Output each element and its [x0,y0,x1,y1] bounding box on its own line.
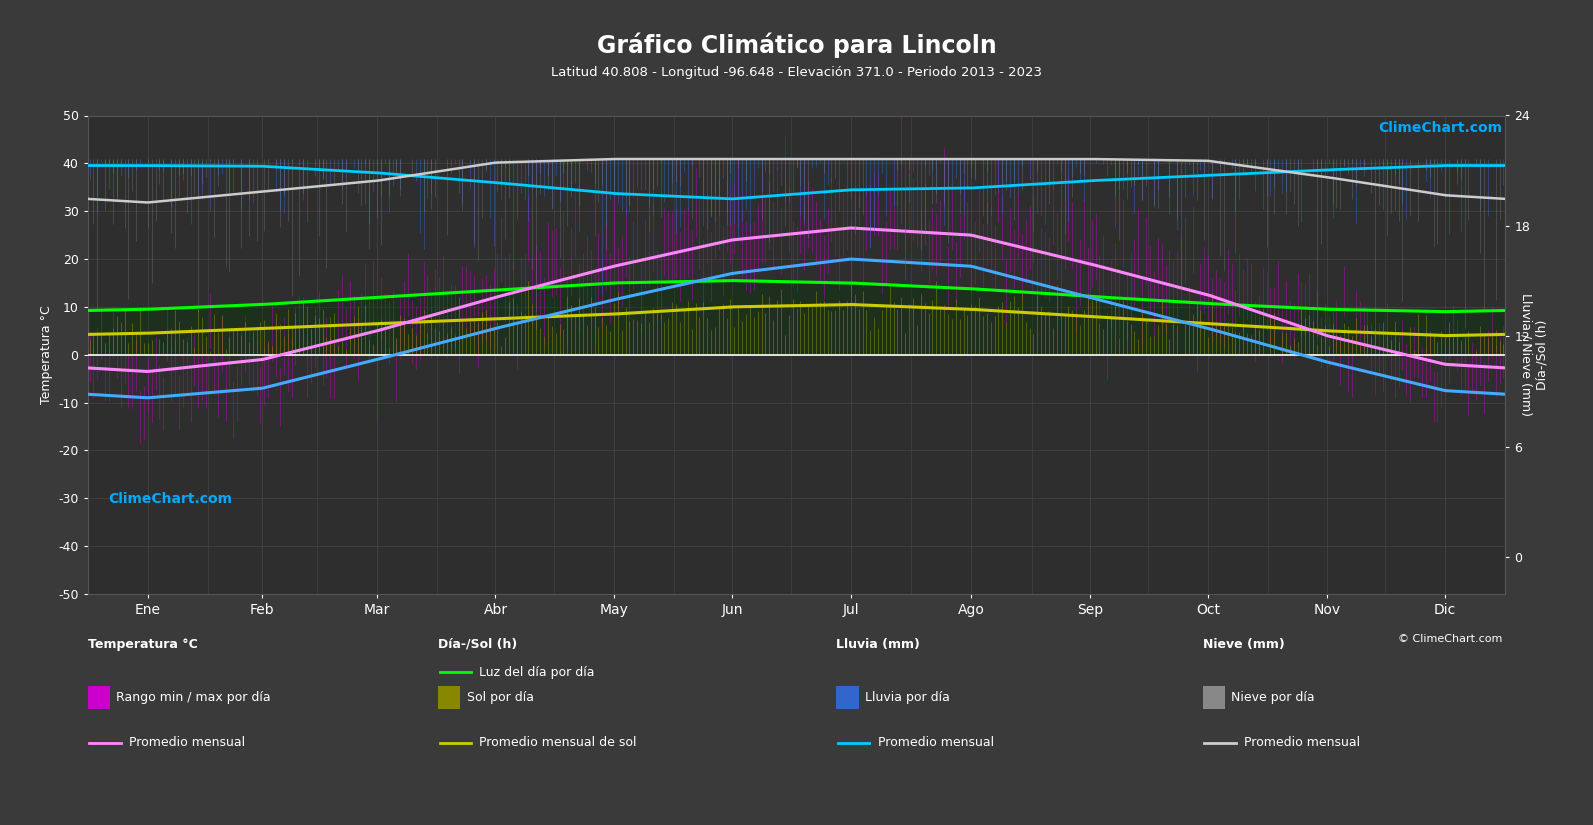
Text: © ClimeChart.com: © ClimeChart.com [1397,634,1502,644]
Text: Gráfico Climático para Lincoln: Gráfico Climático para Lincoln [597,33,996,58]
Text: Latitud 40.808 - Longitud -96.648 - Elevación 371.0 - Periodo 2013 - 2023: Latitud 40.808 - Longitud -96.648 - Elev… [551,66,1042,79]
Y-axis label: Día-/Sol (h): Día-/Sol (h) [1536,319,1548,390]
Text: Lluvia / Nieve (mm): Lluvia / Nieve (mm) [1520,293,1532,417]
Text: ClimeChart.com: ClimeChart.com [108,493,233,506]
Text: Nieve por día: Nieve por día [1231,691,1314,704]
Text: Promedio mensual: Promedio mensual [1244,736,1360,749]
Text: Promedio mensual: Promedio mensual [878,736,994,749]
Text: Promedio mensual: Promedio mensual [129,736,245,749]
Text: Rango min / max por día: Rango min / max por día [116,691,271,704]
Text: Día-/Sol (h): Día-/Sol (h) [438,638,518,651]
Text: ClimeChart.com: ClimeChart.com [1378,121,1502,134]
Text: Sol por día: Sol por día [467,691,534,704]
Y-axis label: Temperatura °C: Temperatura °C [40,305,53,404]
Text: Lluvia por día: Lluvia por día [865,691,949,704]
Text: Nieve (mm): Nieve (mm) [1203,638,1284,651]
Text: Temperatura °C: Temperatura °C [88,638,198,651]
Text: Lluvia (mm): Lluvia (mm) [836,638,921,651]
Text: Luz del día por día: Luz del día por día [479,666,596,679]
Text: Promedio mensual de sol: Promedio mensual de sol [479,736,637,749]
